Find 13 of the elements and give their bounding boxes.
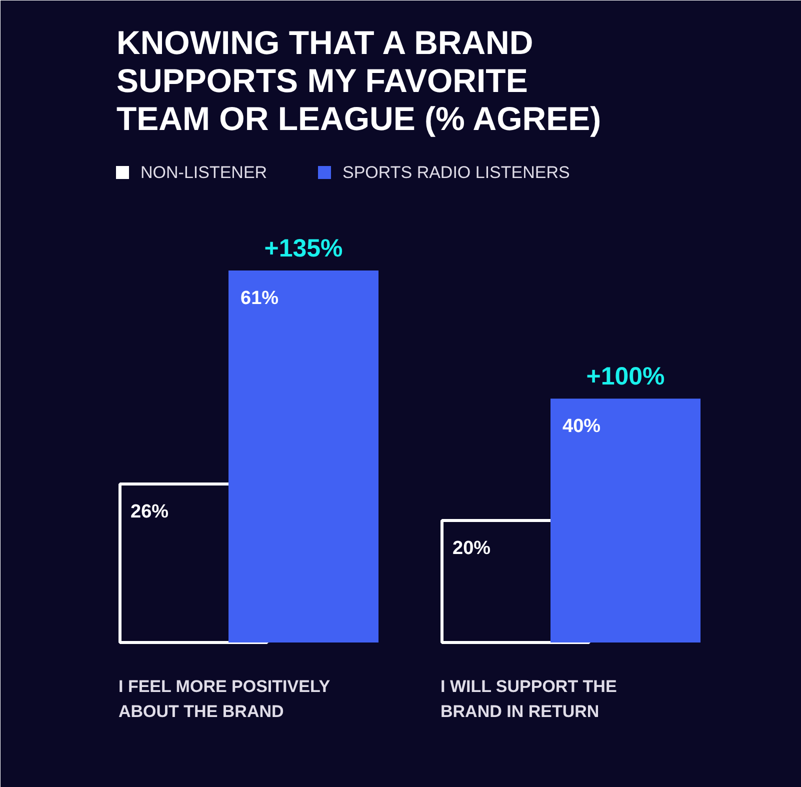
data-label: 61%: [240, 288, 279, 309]
data-label: 26%: [130, 501, 169, 522]
legend-label: NON-LISTENER: [140, 163, 268, 182]
x-tick-label: I FEEL MORE POSITIVELY ABOUT THE BRAND: [118, 677, 331, 721]
legend-label: SPORTS RADIO LISTENERS: [342, 163, 570, 182]
data-label: 20%: [452, 538, 491, 560]
bar: [228, 270, 378, 642]
text: +135%: [264, 234, 343, 262]
chart-title: KNOWING THAT A BRAND SUPPORTS MY FAVORITE TEAM OR LEAGUE (% AGREE): [116, 24, 602, 137]
data-label: 40%: [562, 416, 601, 438]
x-tick-label: I WILL SUPPORT THE BRAND IN RETURN: [440, 677, 617, 721]
annotation: +100%: [586, 362, 665, 391]
bar: [550, 398, 700, 642]
